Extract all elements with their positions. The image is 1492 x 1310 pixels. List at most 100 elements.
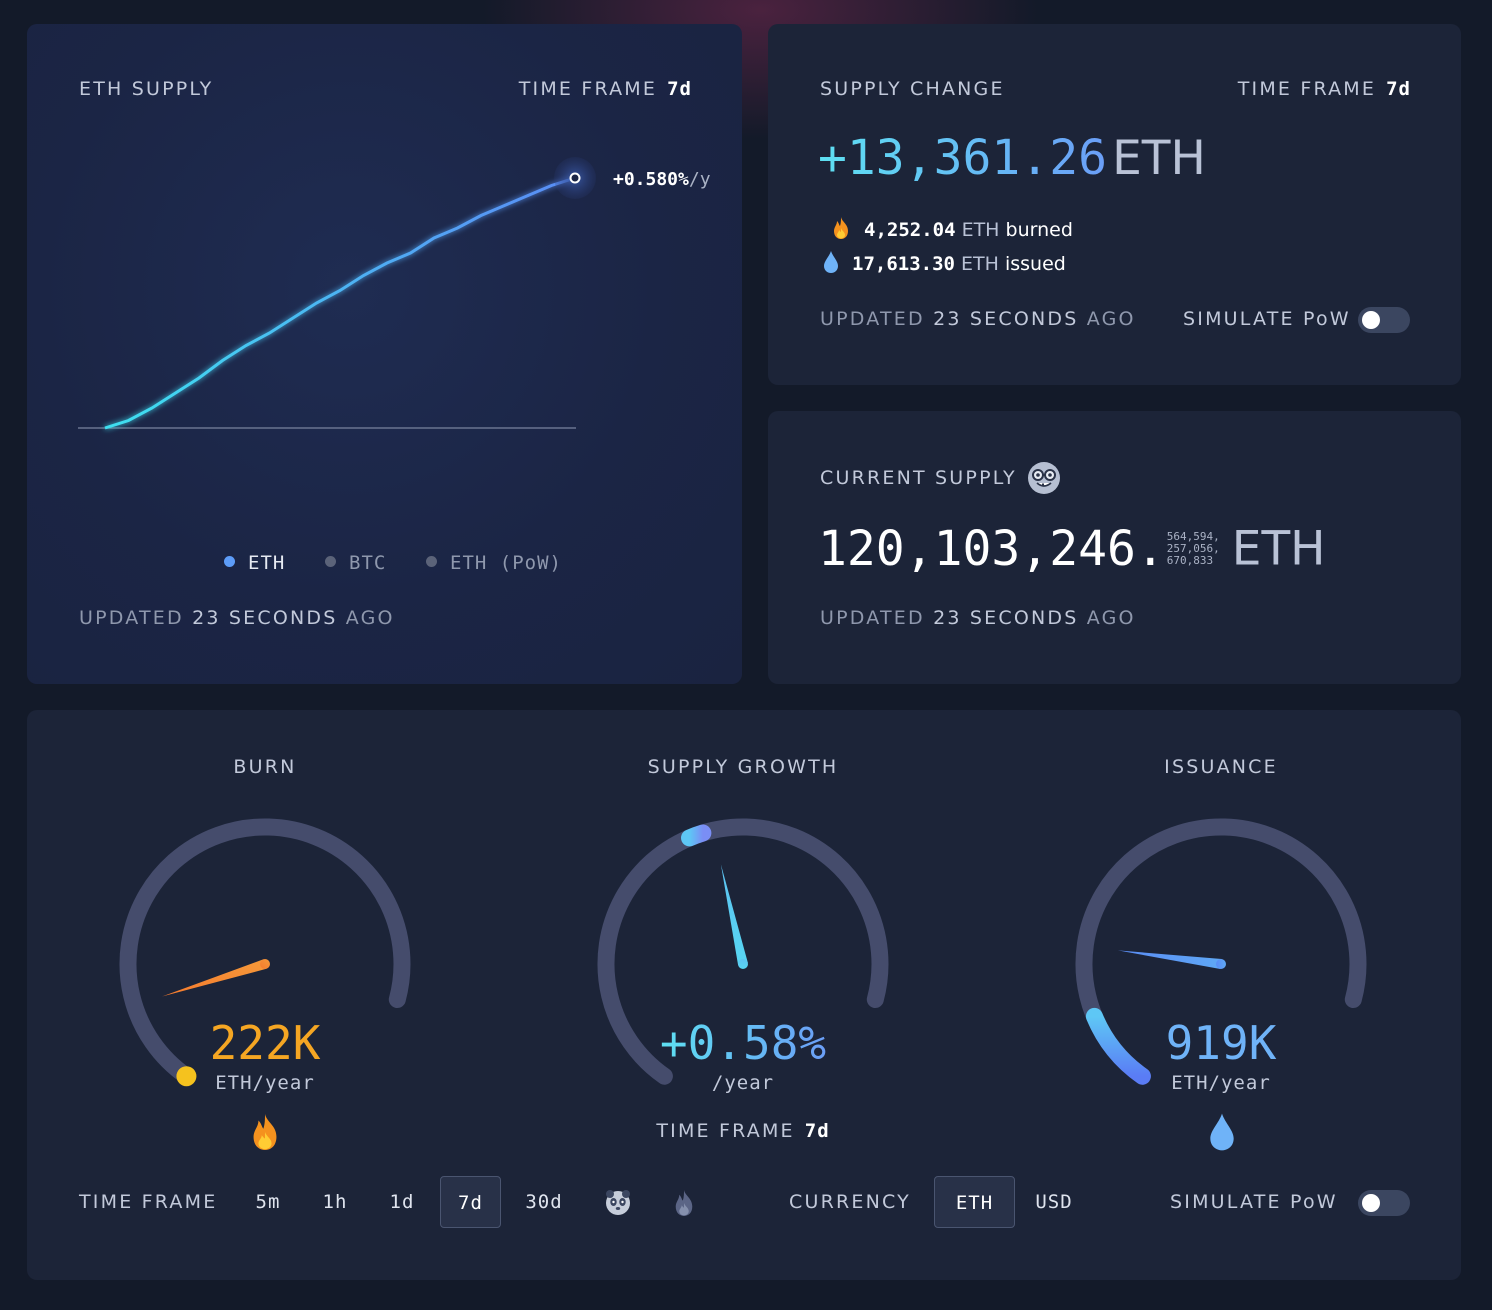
controls-time-frame-label: TIME FRAME: [79, 1191, 218, 1213]
legend-eth-pow-dot: [426, 556, 437, 567]
current-supply-value: 120,103,246. 564,594, 257,056, 670,833 E…: [818, 521, 1326, 577]
issuance-gauge-needle: [1117, 950, 1222, 969]
supply-growth-time-frame[interactable]: TIME FRAME 7d: [656, 1120, 829, 1142]
legend-btc-label: BTC: [349, 552, 387, 574]
time-frame-1d-button[interactable]: 1d: [389, 1191, 415, 1213]
time-frame-5m-button[interactable]: 5m: [255, 1191, 281, 1213]
time-frame-30d-button[interactable]: 30d: [525, 1191, 563, 1213]
droplet-icon: [822, 250, 840, 274]
simulate-pow-toggle[interactable]: [1358, 307, 1410, 333]
issued-label: issued: [1004, 253, 1066, 275]
time-frame-label: TIME FRAME: [656, 1120, 795, 1142]
chart-end-point[interactable]: [569, 172, 581, 184]
legend-btc[interactable]: BTC: [325, 552, 386, 574]
issuance-gauge: [1075, 818, 1367, 1085]
updated-value: 23 SECONDS: [933, 308, 1079, 330]
time-frame-value: 7d: [667, 78, 692, 100]
time-frame-value: 7d: [1386, 78, 1411, 100]
chart-series-eth-line: [104, 176, 576, 430]
controls-simulate-pow-label: SIMULATE PoW: [1170, 1191, 1338, 1213]
issuance-title: ISSUANCE: [1164, 756, 1278, 778]
supply-change-updated: UPDATED 23 SECONDS AGO: [820, 308, 1136, 330]
supply-change-amount-value: +13,361.26: [818, 130, 1107, 186]
issued-unit: ETH: [961, 253, 999, 275]
supply-growth-title: SUPPLY GROWTH: [647, 756, 839, 778]
updated-prefix: UPDATED: [79, 607, 184, 629]
nerd-face-icon: [1027, 461, 1061, 495]
gauges-card: BURN SUPPLY GROWTH ISSUANCE 222K ETH/yea…: [27, 710, 1461, 1280]
currency-eth-button[interactable]: ETH: [934, 1176, 1015, 1228]
legend-eth-pow[interactable]: ETH (PoW): [426, 552, 562, 574]
controls-simulate-pow-toggle[interactable]: [1358, 1190, 1410, 1216]
updated-value: 23 SECONDS: [933, 607, 1079, 629]
eth-supply-updated: UPDATED 23 SECONDS AGO: [79, 607, 395, 629]
supply-growth-unit: /year: [711, 1072, 775, 1094]
legend-btc-dot: [325, 556, 336, 567]
updated-value: 23 SECONDS: [192, 607, 338, 629]
supply-change-card: SUPPLY CHANGE TIME FRAME 7d +13,361.26 ET…: [768, 24, 1461, 385]
issuance-unit: ETH/year: [1171, 1072, 1271, 1094]
issuance-gauge-fill: [1085, 1007, 1151, 1085]
decimals-line-2: 257,056,: [1166, 542, 1220, 555]
burn-value: 222K: [209, 1016, 321, 1070]
chart-end-label-unit: /y: [689, 169, 711, 190]
supply-growth-gauge-needle-hub: [738, 959, 748, 969]
toggle-knob: [1362, 1194, 1380, 1212]
toggle-knob: [1362, 311, 1380, 329]
updated-prefix: UPDATED: [820, 607, 925, 629]
fire-icon: [830, 216, 852, 240]
chart-end-label: +0.580%/y: [613, 169, 711, 190]
issued-value: 17,613.30: [852, 253, 955, 275]
burn-title: BURN: [233, 756, 297, 778]
decimals-line-3: 670,833: [1166, 554, 1214, 567]
since-merge-panda-icon[interactable]: [604, 1189, 632, 1217]
burn-gauge-start-dot: [176, 1066, 197, 1087]
updated-suffix: AGO: [345, 607, 395, 629]
eth-supply-title: ETH SUPPLY: [79, 78, 214, 100]
legend-eth-label: ETH: [248, 552, 286, 574]
issuance-value: 919K: [1165, 1016, 1277, 1070]
current-supply-updated: UPDATED 23 SECONDS AGO: [820, 607, 1136, 629]
time-frame-label: TIME FRAME: [1237, 78, 1377, 100]
chart-end-label-value: +0.580%: [613, 169, 689, 190]
legend-eth-dot: [224, 556, 235, 567]
burned-row: 4,252.04 ETH burned: [830, 216, 1073, 241]
eth-supply-chart: +0.580%/y: [78, 157, 711, 430]
current-supply-integer: 120,103,246.: [818, 521, 1165, 577]
since-burn-flame-icon[interactable]: [671, 1188, 697, 1218]
currency-label: CURRENCY: [789, 1191, 911, 1213]
supply-change-amount-unit: ETH: [1112, 131, 1206, 186]
eth-supply-card: ETH SUPPLY TIME FRAME 7d +0.580%/y ETH: [27, 24, 742, 684]
updated-suffix: AGO: [1086, 607, 1136, 629]
updated-suffix: AGO: [1086, 308, 1136, 330]
eth-supply-time-frame[interactable]: TIME FRAME 7d: [519, 78, 692, 100]
issued-row: 17,613.30 ETH issued: [822, 250, 1066, 275]
current-supply-title: CURRENT SUPPLY: [820, 467, 1017, 489]
time-frame-7d-button[interactable]: 7d: [440, 1176, 501, 1228]
burn-unit: ETH/year: [215, 1072, 315, 1094]
supply-growth-value: +0.58%: [659, 1016, 827, 1070]
burned-unit: ETH: [961, 219, 1000, 241]
time-frame-value: 7d: [804, 1120, 830, 1142]
burn-fire-icon: [247, 1112, 283, 1152]
issuance-gauge-track: [1075, 818, 1367, 1085]
time-frame-1h-button[interactable]: 1h: [322, 1191, 348, 1213]
burned-value: 4,252.04: [864, 219, 956, 241]
current-supply-unit: ETH: [1231, 521, 1326, 577]
supply-change-amount: +13,361.26 ETH: [818, 130, 1206, 186]
legend-eth-pow-label: ETH (PoW): [450, 552, 562, 574]
gauges-svg: [119, 818, 1367, 1087]
simulate-pow-label: SIMULATE PoW: [1183, 308, 1351, 330]
supply-growth-gauge: [597, 818, 889, 1085]
supply-change-title: SUPPLY CHANGE: [820, 78, 1005, 100]
updated-prefix: UPDATED: [820, 308, 925, 330]
currency-usd-button[interactable]: USD: [1035, 1191, 1073, 1213]
burn-gauge-needle: [162, 959, 267, 997]
decimals-line-1: 564,594,: [1166, 530, 1220, 543]
legend-eth[interactable]: ETH: [224, 552, 285, 574]
burn-gauge-needle-hub: [260, 959, 270, 969]
supply-change-time-frame[interactable]: TIME FRAME 7d: [1238, 78, 1411, 100]
burn-gauge-track: [119, 818, 411, 1085]
burn-gauge: [119, 818, 411, 1087]
issuance-droplet-icon: [1207, 1112, 1237, 1152]
